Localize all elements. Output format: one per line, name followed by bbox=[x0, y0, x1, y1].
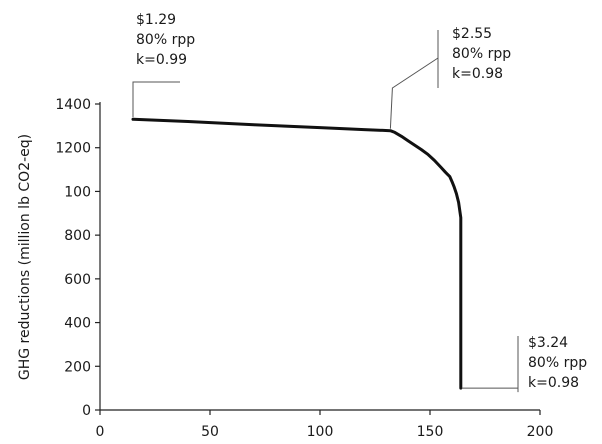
annotation-text: 80% rpp bbox=[528, 355, 587, 371]
y-tick-label: 800 bbox=[64, 228, 91, 244]
y-tick-label: 0 bbox=[82, 403, 91, 419]
annotation-text: $3.24 bbox=[528, 335, 568, 351]
y-tick-label: 200 bbox=[64, 359, 91, 375]
y-tick-label: 100 bbox=[64, 184, 91, 200]
y-tick-label: 400 bbox=[64, 316, 91, 332]
series-line bbox=[131, 117, 463, 390]
x-tick-label: 0 bbox=[96, 424, 105, 440]
series bbox=[131, 117, 463, 390]
annotation-callout: $3.24 80% rpp k=0.98 bbox=[461, 335, 587, 393]
annotation-text: 80% rpp bbox=[136, 32, 195, 48]
axes bbox=[99, 102, 540, 411]
x-tick-label: 200 bbox=[527, 424, 554, 440]
x-tick-label: 100 bbox=[307, 424, 334, 440]
annotation-leader-line bbox=[389, 30, 439, 129]
y-tick-label: 600 bbox=[64, 272, 91, 288]
annotation-text: $2.55 bbox=[452, 26, 492, 42]
y-axis-title: GHG reductions (million lb CO2-eq) bbox=[17, 134, 33, 380]
annotation-text: 80% rpp bbox=[452, 46, 511, 62]
x-tick-label: 50 bbox=[201, 424, 219, 440]
annotation-text: k=0.98 bbox=[452, 66, 503, 82]
y-tick-label: 1400 bbox=[55, 97, 91, 113]
x-tick-label: 150 bbox=[417, 424, 444, 440]
y-ticks: 0 200 400 600 800 100 1200 1400 bbox=[55, 97, 100, 419]
y-tick-label: 1200 bbox=[55, 141, 91, 157]
annotation-leader-line bbox=[132, 81, 180, 118]
annotation-leader-line bbox=[461, 336, 519, 393]
annotation-text: $1.29 bbox=[136, 12, 176, 28]
x-ticks: 0 50 100 150 200 bbox=[96, 410, 554, 440]
annotation-callout: $2.55 80% rpp k=0.98 bbox=[389, 26, 511, 129]
annotation-text: k=0.98 bbox=[528, 375, 579, 391]
annotation-callout: $1.29 80% rpp k=0.99 bbox=[132, 12, 195, 118]
annotation-text: k=0.99 bbox=[136, 52, 187, 68]
